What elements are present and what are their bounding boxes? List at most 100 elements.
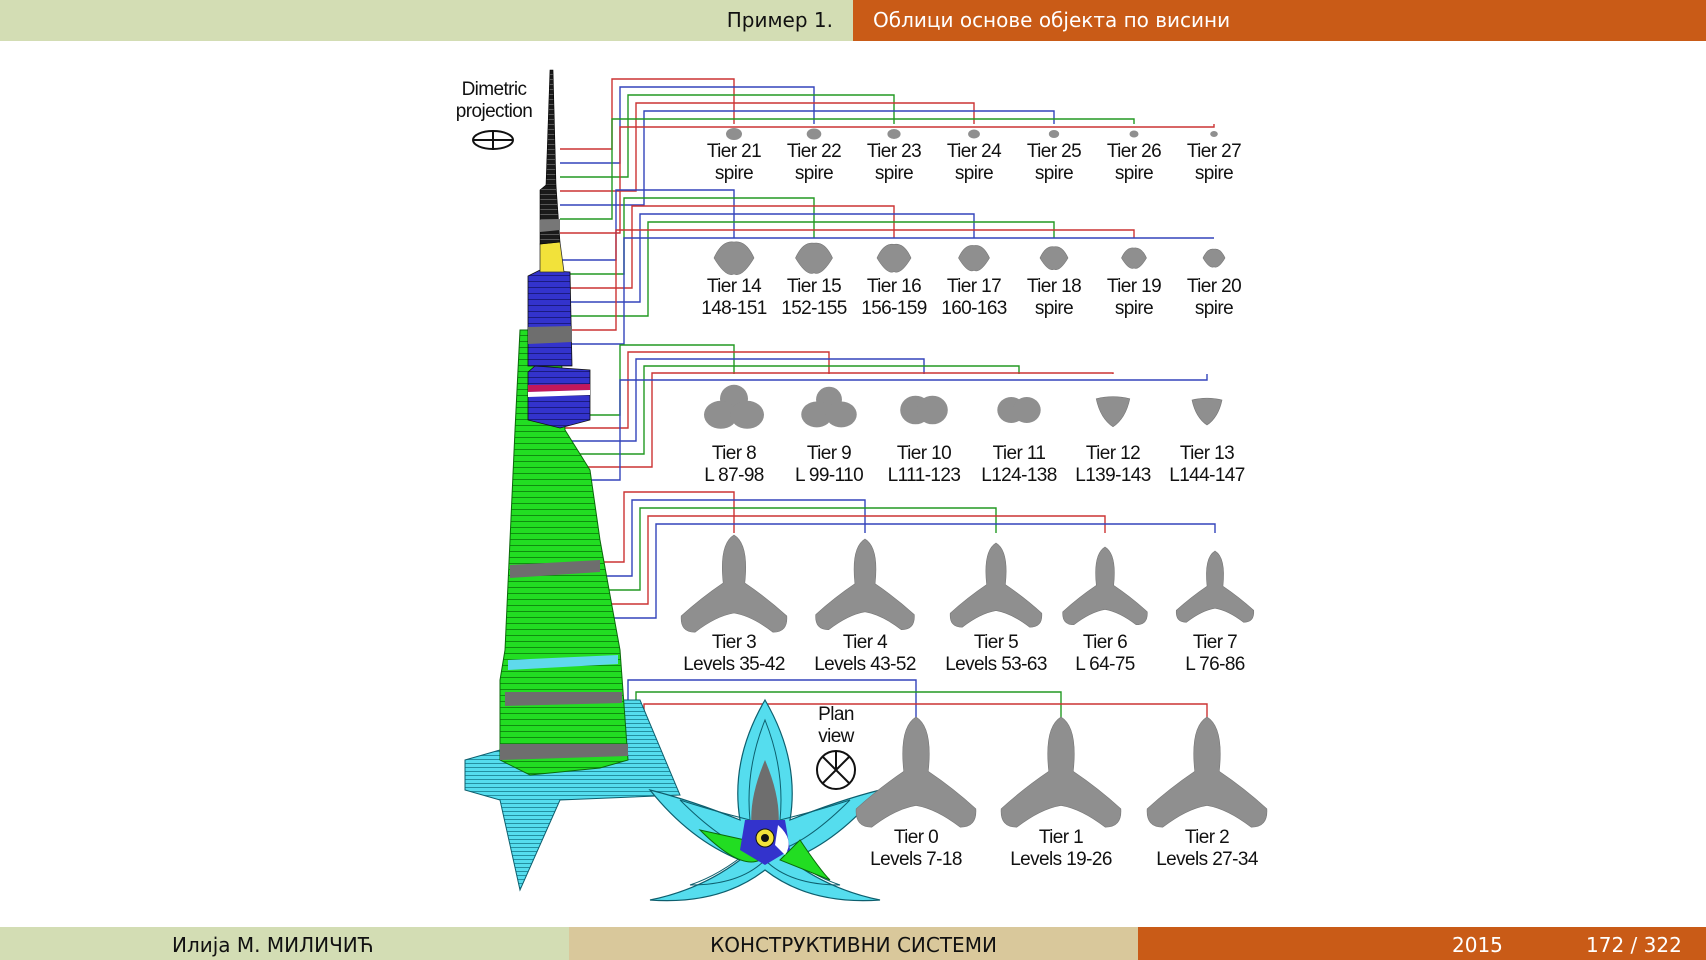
tier-name: Tier 20 [1187, 276, 1241, 297]
connector-line [560, 344, 735, 416]
tier-levels: L139-143 [1075, 465, 1151, 486]
tier-plan-tier-6: Tier 6L 64-75 [1062, 546, 1148, 675]
connector-line [560, 197, 815, 275]
tier-levels: L 87-98 [704, 465, 764, 486]
tier-levels: spire [1035, 298, 1073, 319]
tier-name: Tier 6 [1083, 632, 1127, 653]
header-title: Облици основе објекта по висини [873, 8, 1231, 32]
tier-name: Tier 23 [867, 141, 921, 162]
burj-khalifa-tier-diagram: Dimetric projection Plan view Tier 21spi… [456, 69, 1268, 902]
tier-levels: spire [955, 163, 993, 184]
connector-line [560, 94, 895, 178]
tier-levels: spire [1195, 298, 1233, 319]
connector-line [560, 221, 1055, 317]
connector-line [560, 358, 925, 442]
connector-line [560, 523, 1216, 619]
tier-levels: L 99-110 [795, 465, 863, 486]
footer-course-bar: КОНСТРУКТИВНИ СИСТЕМИ [569, 927, 1138, 960]
tier-name: Tier 3 [712, 632, 756, 653]
tier-levels: Levels 19-26 [1010, 849, 1112, 870]
tier-name: Tier 12 [1086, 443, 1140, 464]
tier-name: Tier 27 [1187, 141, 1241, 162]
dimetric-label-line1: Dimetric [462, 79, 527, 100]
tier-levels: Levels 27-34 [1156, 849, 1259, 870]
tier-levels: Levels 35-42 [683, 654, 785, 675]
tier-levels: spire [795, 163, 833, 184]
tier-levels: L 76-86 [1185, 654, 1245, 675]
tier-name: Tier 0 [894, 827, 938, 848]
connector-line [560, 205, 895, 289]
tier-levels: L 64-75 [1075, 654, 1135, 675]
tier-name: Tier 16 [867, 276, 921, 297]
tier-name: Tier 9 [807, 443, 851, 464]
plan-view-symbol [816, 750, 856, 790]
connector-line [560, 124, 1215, 234]
connector-line [560, 499, 866, 577]
tier-levels: L144-147 [1169, 465, 1245, 486]
tier-levels: spire [875, 163, 913, 184]
tier-levels: 160-163 [941, 298, 1007, 319]
connector-line [560, 365, 1020, 455]
tier-name: Tier 26 [1107, 141, 1161, 162]
connector-line [560, 78, 735, 150]
header-section-label: Пример 1. [726, 8, 833, 32]
footer-author-bar: Илија М. МИЛИЧИЋ [0, 927, 569, 960]
footer-year: 2015 [1452, 933, 1503, 957]
tier-connector-lines [560, 78, 1216, 787]
tier-levels: Levels 7-18 [870, 849, 962, 870]
tier-name: Tier 4 [843, 632, 888, 653]
tier-name: Tier 8 [712, 443, 756, 464]
tier-levels: Levels 53-63 [945, 654, 1047, 675]
tier-name: Tier 22 [787, 141, 841, 162]
dimetric-projection-symbol [472, 130, 514, 150]
tier-name: Tier 18 [1027, 276, 1081, 297]
tier-levels: Levels 43-52 [814, 654, 916, 675]
footer-course: КОНСТРУКТИВНИ СИСТЕМИ [710, 933, 997, 957]
tier-levels: spire [715, 163, 753, 184]
tier-levels: 148-151 [701, 298, 767, 319]
tier-plan-tier-7: Tier 7L 76-86 [1175, 550, 1255, 675]
tier-levels: 156-159 [861, 298, 927, 319]
tier-name: Tier 14 [707, 276, 762, 297]
tier-name: Tier 24 [947, 141, 1002, 162]
tier-name: Tier 15 [787, 276, 841, 297]
tier-name: Tier 17 [947, 276, 1001, 297]
connector-line [560, 229, 1135, 331]
dimetric-label-line2: projection [456, 101, 532, 122]
footer-page-bar: 2015 172 / 322 [1138, 927, 1706, 960]
footer-author: Илија М. МИЛИЧИЋ [172, 933, 374, 957]
tier-name: Tier 25 [1027, 141, 1081, 162]
tier-plan-tier-8: Tier 8L 87-98 [704, 384, 764, 486]
tier-name: Tier 13 [1180, 443, 1234, 464]
tier-name: Tier 1 [1039, 827, 1083, 848]
tier-name: Tier 7 [1193, 632, 1237, 653]
tower-dimetric-view [464, 69, 681, 892]
connector-line [560, 189, 735, 261]
header-title-bar: Облици основе објекта по висини [853, 0, 1706, 41]
tier-levels: L124-138 [981, 465, 1057, 486]
tier-plan-tier-9: Tier 9L 99-110 [795, 386, 864, 486]
tier-name: Tier 5 [974, 632, 1018, 653]
tier-levels: 152-155 [781, 298, 847, 319]
plan-label-line2: view [818, 726, 854, 747]
connector-line [560, 515, 1106, 605]
tier-levels: spire [1115, 163, 1153, 184]
